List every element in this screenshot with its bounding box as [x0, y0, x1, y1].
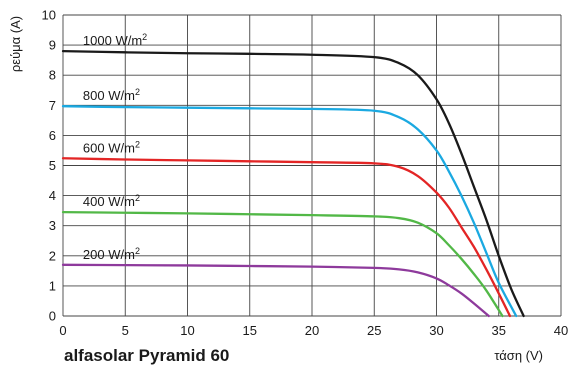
y-tick-label: 10: [42, 8, 56, 23]
y-tick-label: 9: [49, 38, 56, 53]
series-label-unit: W/m: [108, 88, 135, 103]
x-axis-title: τάση (V): [494, 348, 543, 363]
series-label-unit: W/m: [108, 194, 135, 209]
series-label-unit-exponent: 2: [135, 246, 140, 256]
y-tick-label: 3: [49, 218, 56, 233]
x-tick-label: 0: [59, 323, 66, 338]
x-tick-label: 15: [243, 323, 257, 338]
x-tick-label: 10: [180, 323, 194, 338]
x-tick-label: 40: [554, 323, 568, 338]
series-label-unit-exponent: 2: [135, 139, 140, 149]
series-label-unit-exponent: 2: [135, 193, 140, 203]
series-label-800: 800 W/m2: [83, 87, 140, 103]
x-tick-label: 5: [122, 323, 129, 338]
y-tick-label: 7: [49, 98, 56, 113]
series-label-600: 600 W/m2: [83, 139, 140, 155]
series-line-800: [61, 105, 518, 318]
series-line-400: [61, 211, 504, 318]
series-line-200: [61, 263, 490, 318]
y-tick-label: 0: [49, 309, 56, 324]
y-tick-label: 1: [49, 278, 56, 293]
x-tick-label: 30: [429, 323, 443, 338]
series-label-400: 400 W/m2: [83, 193, 140, 209]
chart-title: alfasolar Pyramid 60: [64, 346, 229, 365]
series-label-unit: W/m: [115, 33, 142, 48]
series-label-level: 600: [83, 140, 105, 155]
series-label-level: 400: [83, 194, 105, 209]
series-label-unit: W/m: [108, 247, 135, 262]
series-line-600: [61, 157, 512, 318]
series-label-unit-exponent: 2: [142, 32, 147, 42]
y-tick-label: 5: [49, 158, 56, 173]
y-axis-title: ρεύμα (A): [8, 16, 23, 72]
series-line-1000: [61, 49, 525, 318]
y-tick-label: 4: [49, 188, 56, 203]
x-tick-label: 25: [367, 323, 381, 338]
series-label-unit: W/m: [108, 140, 135, 155]
series-label-level: 200: [83, 247, 105, 262]
series-label-200: 200 W/m2: [83, 246, 140, 262]
y-tick-label: 8: [49, 68, 56, 83]
series-label-1000: 1000 W/m2: [83, 32, 147, 48]
y-tick-label: 2: [49, 248, 56, 263]
series-label-level: 1000: [83, 33, 112, 48]
series-label-level: 800: [83, 88, 105, 103]
series-label-unit-exponent: 2: [135, 87, 140, 97]
series-group: [61, 49, 525, 318]
y-tick-label: 6: [49, 128, 56, 143]
x-tick-label: 35: [492, 323, 506, 338]
x-tick-label: 20: [305, 323, 319, 338]
